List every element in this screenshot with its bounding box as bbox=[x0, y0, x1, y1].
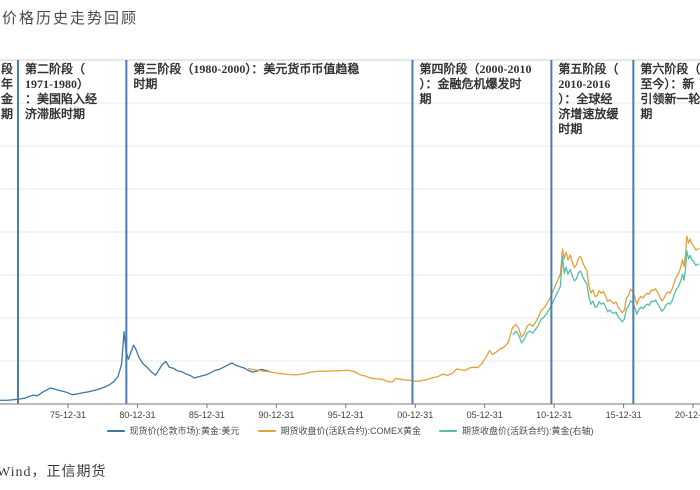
svg-text:05-12-31: 05-12-31 bbox=[467, 410, 503, 420]
chart-legend: 现货价(伦敦市场):黄金:美元 期货收盘价(活跃合约):COMEX黄金 期货收盘… bbox=[0, 424, 700, 437]
legend-label: 期货收盘价(活跃合约):COMEX黄金 bbox=[280, 426, 422, 436]
legend-label: 现货价(伦敦市场):黄金:美元 bbox=[129, 426, 240, 436]
data-source-note: Wind，正信期货 bbox=[0, 465, 107, 480]
svg-text:00-12-31: 00-12-31 bbox=[397, 410, 433, 420]
stage-label: 第三阶段（1980-2000）：美元货币币值趋稳 时期 bbox=[133, 62, 360, 91]
chart-title: 价格历史走势回顾 bbox=[2, 11, 139, 27]
stage-label: 第五阶段（ 2010-2016 ）：全球经 济增速放缓 时期 bbox=[558, 62, 619, 136]
legend-item-comex-gold: 期货收盘价(活跃合约):COMEX黄金 bbox=[257, 424, 422, 437]
legend-line-swatch bbox=[106, 429, 125, 432]
stage-label: 第二阶段（ 1971-1980） ：美国陷入经 济滞胀时期 bbox=[24, 62, 97, 121]
legend-label: 期货收盘价(活跃合约):黄金(右轴) bbox=[462, 426, 594, 436]
stage-label: 段 年 金 期 bbox=[1, 62, 14, 121]
svg-text:15-12-31: 15-12-31 bbox=[606, 410, 642, 420]
stage-label: 第四阶段（2000-2010 ）：金融危机爆发时 期 bbox=[419, 62, 532, 106]
svg-text:80-12-31: 80-12-31 bbox=[119, 410, 155, 420]
stage-label: 第六阶段（ 至今）：新 引领新一轮 期 bbox=[640, 62, 700, 121]
legend-item-spot-gold: 现货价(伦敦市场):黄金:美元 bbox=[106, 424, 240, 437]
svg-text:90-12-31: 90-12-31 bbox=[258, 410, 294, 420]
svg-text:10-12-31: 10-12-31 bbox=[536, 410, 572, 420]
legend-item-shfe-gold: 期货收盘价(活跃合约):黄金(右轴) bbox=[439, 424, 594, 437]
svg-text:20-12-31: 20-12-31 bbox=[675, 410, 700, 420]
svg-text:95-12-31: 95-12-31 bbox=[328, 410, 364, 420]
svg-text:85-12-31: 85-12-31 bbox=[189, 410, 225, 420]
legend-line-swatch bbox=[257, 429, 276, 432]
svg-text:75-12-31: 75-12-31 bbox=[50, 410, 86, 420]
legend-line-swatch bbox=[439, 429, 457, 432]
